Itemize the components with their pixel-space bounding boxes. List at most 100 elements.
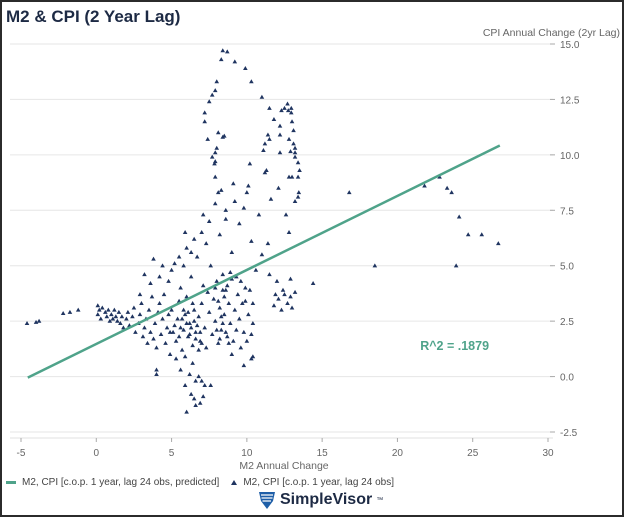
data-point: [125, 309, 131, 314]
data-point: [203, 241, 209, 246]
data-point: [262, 170, 268, 175]
data-point: [182, 230, 188, 235]
data-point: [282, 105, 287, 110]
legend-item-observed[interactable]: M2, CPI [c.o.p. 1 year, lag 24 obs]: [243, 477, 394, 488]
data-point: [182, 383, 188, 388]
y-tick-label: 0.0: [560, 373, 574, 384]
data-point: [181, 327, 186, 332]
data-point: [202, 383, 207, 388]
data-point: [104, 314, 110, 319]
x-axis-label: M2 Annual Change: [239, 460, 328, 472]
data-point: [194, 323, 200, 328]
data-point: [95, 303, 101, 308]
data-point: [157, 301, 162, 306]
data-point: [184, 320, 189, 325]
y-tick-label: 10.0: [560, 151, 580, 162]
data-point: [465, 232, 471, 237]
data-point: [288, 149, 293, 154]
data-point: [154, 371, 159, 376]
data-point: [249, 356, 254, 361]
data-point: [178, 367, 183, 372]
data-point: [173, 356, 179, 361]
data-point: [115, 318, 120, 323]
data-point: [288, 294, 293, 299]
data-point: [149, 294, 155, 299]
data-point: [199, 340, 204, 345]
x-axis: -5 0 5 10 15 20 25 30: [10, 437, 554, 459]
legend-item-predicted[interactable]: M2, CPI [c.o.p. 1 year, lag 24 obs, pred…: [22, 477, 220, 488]
data-point: [212, 159, 218, 164]
data-point: [243, 298, 248, 303]
x-tick-label: 25: [467, 448, 479, 459]
data-point: [224, 334, 230, 339]
x-tick-label: 0: [94, 448, 100, 459]
data-point: [172, 323, 177, 328]
data-point: [179, 316, 185, 321]
gridlines: [10, 43, 553, 433]
data-point: [292, 145, 298, 150]
r-squared-annotation: R^2 = .1879: [420, 339, 489, 353]
data-point: [289, 119, 295, 124]
data-point: [184, 245, 189, 250]
data-point: [152, 320, 158, 325]
data-point: [220, 320, 226, 325]
data-point: [206, 218, 212, 223]
data-point: [271, 303, 277, 308]
data-point: [215, 298, 221, 303]
data-point: [191, 307, 197, 312]
data-point: [215, 130, 221, 135]
data-point: [286, 230, 292, 235]
data-point: [151, 336, 156, 341]
data-point: [211, 296, 217, 301]
data-point: [291, 141, 296, 146]
data-point: [119, 314, 125, 319]
data-point: [372, 263, 378, 268]
data-point: [137, 312, 143, 317]
data-point: [276, 185, 281, 190]
data-point: [221, 133, 227, 138]
data-point: [261, 148, 266, 153]
data-point: [265, 132, 271, 137]
data-point: [166, 312, 171, 317]
data-point: [237, 316, 242, 321]
data-point: [194, 254, 200, 259]
data-point: [173, 338, 179, 343]
data-point: [146, 307, 152, 312]
data-point: [217, 232, 223, 237]
data-point: [148, 329, 153, 334]
data-point: [282, 292, 287, 297]
data-point: [456, 214, 462, 219]
data-point: [187, 371, 192, 376]
data-point: [265, 241, 271, 246]
data-point: [227, 269, 233, 274]
data-point: [250, 320, 256, 325]
data-point: [205, 289, 211, 294]
data-point: [182, 312, 188, 317]
data-point: [169, 307, 174, 312]
data-point: [292, 289, 298, 294]
data-point: [226, 340, 232, 345]
data-point: [215, 340, 221, 345]
legend-line-swatch: [6, 481, 16, 484]
data-point: [191, 318, 197, 323]
data-point: [295, 194, 301, 199]
y-axis-label: CPI Annual Change (2yr Lag): [483, 27, 620, 39]
data-point: [212, 285, 218, 290]
data-point: [288, 276, 293, 281]
data-point: [479, 232, 485, 237]
data-point: [217, 336, 223, 341]
data-point: [250, 354, 256, 359]
data-point: [247, 287, 253, 292]
data-point: [164, 325, 170, 330]
data-point: [262, 141, 268, 146]
data-point: [197, 329, 203, 334]
data-point: [199, 230, 204, 235]
data-point: [291, 128, 296, 133]
data-point: [188, 250, 194, 255]
x-tick-label: 5: [169, 448, 175, 459]
data-point: [218, 314, 224, 319]
brand-name: SimpleVisor: [280, 491, 373, 508]
data-point: [286, 136, 292, 141]
data-point: [444, 185, 450, 190]
